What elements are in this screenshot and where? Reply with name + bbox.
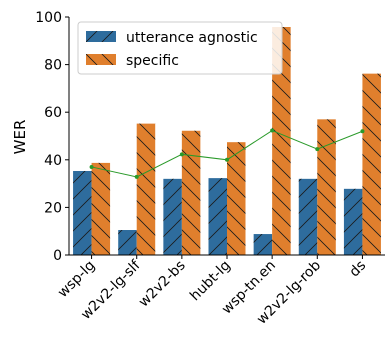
bar-hatch [181, 130, 201, 255]
trend-point [134, 174, 139, 179]
legend-label: specific [126, 53, 179, 69]
bar-hatch [272, 26, 291, 255]
bar-hatch [317, 119, 336, 255]
bar-hatch [298, 178, 318, 255]
trend-point [89, 164, 94, 169]
bar-hatch [343, 188, 363, 255]
trend-point [315, 147, 320, 152]
y-tick-label: 20 [44, 200, 62, 216]
bar-hatch [208, 178, 227, 255]
y-tick-label: 60 [44, 105, 62, 121]
legend: utterance agnostic specific [77, 21, 283, 75]
trend-point [225, 157, 229, 162]
plot-area: 020406080100wsp-lgw2v2-lg-slfw2v2-bshubt… [35, 10, 385, 328]
bar-hatch [118, 230, 137, 255]
legend-box [77, 21, 283, 75]
x-tick-label: w2v2-bs [136, 258, 189, 311]
bar-hatch [136, 123, 156, 256]
bar-hatch [362, 73, 381, 255]
legend-label: utterance agnostic [126, 30, 258, 46]
bar-hatch [227, 142, 246, 255]
legend-swatch-hatch [86, 31, 116, 42]
trend-point [360, 129, 365, 134]
bar-hatch [91, 162, 111, 255]
y-tick-label: 0 [53, 248, 62, 264]
trend-point [270, 128, 275, 133]
legend-swatch-hatch [86, 54, 116, 65]
bar-hatch [163, 178, 182, 255]
trend-point [179, 152, 184, 157]
x-tick-label: ds [346, 258, 369, 281]
y-tick-label: 40 [44, 153, 62, 169]
x-tick-label: wsp-lg [55, 258, 98, 301]
y-axis-title: WER [11, 120, 29, 155]
bar-hatch [253, 234, 273, 255]
bar-hatch [73, 170, 92, 255]
y-tick-label: 80 [44, 58, 62, 74]
y-tick-label: 100 [35, 10, 62, 26]
